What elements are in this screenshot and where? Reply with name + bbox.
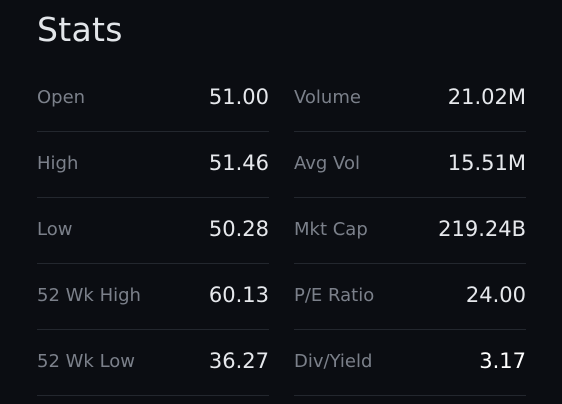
- stat-label: Low: [37, 219, 73, 240]
- stat-row-mkt-cap: Mkt Cap 219.24B: [294, 198, 526, 264]
- stat-row-volume: Volume 21.02M: [294, 66, 526, 132]
- stat-row-high: High 51.46: [37, 132, 269, 198]
- stat-row-low: Low 50.28: [37, 198, 269, 264]
- stat-row-52wk-high: 52 Wk High 60.13: [37, 264, 269, 330]
- stat-value: 50.28: [208, 217, 269, 241]
- stat-row-open: Open 51.00: [37, 66, 269, 132]
- stat-label: Volume: [294, 87, 361, 108]
- stat-value: 3.17: [479, 349, 526, 373]
- stat-value: 60.13: [208, 283, 269, 307]
- stat-label: P/E Ratio: [294, 285, 375, 306]
- stat-row-div-yield: Div/Yield 3.17: [286, 330, 538, 396]
- stat-label: 52 Wk High: [37, 285, 141, 306]
- stat-value: 21.02M: [447, 85, 526, 109]
- stat-label: Div/Yield: [294, 351, 373, 372]
- stat-label: 52 Wk Low: [37, 351, 136, 372]
- stat-label: Open: [37, 87, 86, 108]
- stats-column-left: Open 51.00 High 51.46 Low 50.28 52 Wk Hi…: [37, 66, 269, 396]
- stat-value: 24.00: [465, 283, 526, 307]
- stat-row-52wk-low: 52 Wk Low 36.27: [37, 330, 269, 396]
- stat-label: Avg Vol: [294, 153, 360, 174]
- stat-row-pe-ratio: P/E Ratio 24.00: [294, 264, 526, 330]
- page-title: Stats: [37, 10, 123, 49]
- stats-column-right: Volume 21.02M Avg Vol 15.51M Mkt Cap 219…: [286, 66, 538, 396]
- stat-label: Mkt Cap: [294, 219, 368, 240]
- stat-value: 15.51M: [447, 151, 526, 175]
- stat-label: High: [37, 153, 79, 174]
- stat-value: 36.27: [208, 349, 269, 373]
- stat-row-avg-vol: Avg Vol 15.51M: [294, 132, 526, 198]
- stat-value: 219.24B: [438, 217, 526, 241]
- stat-value: 51.00: [208, 85, 269, 109]
- stats-grid: Open 51.00 High 51.46 Low 50.28 52 Wk Hi…: [37, 66, 538, 404]
- stat-value: 51.46: [208, 151, 269, 175]
